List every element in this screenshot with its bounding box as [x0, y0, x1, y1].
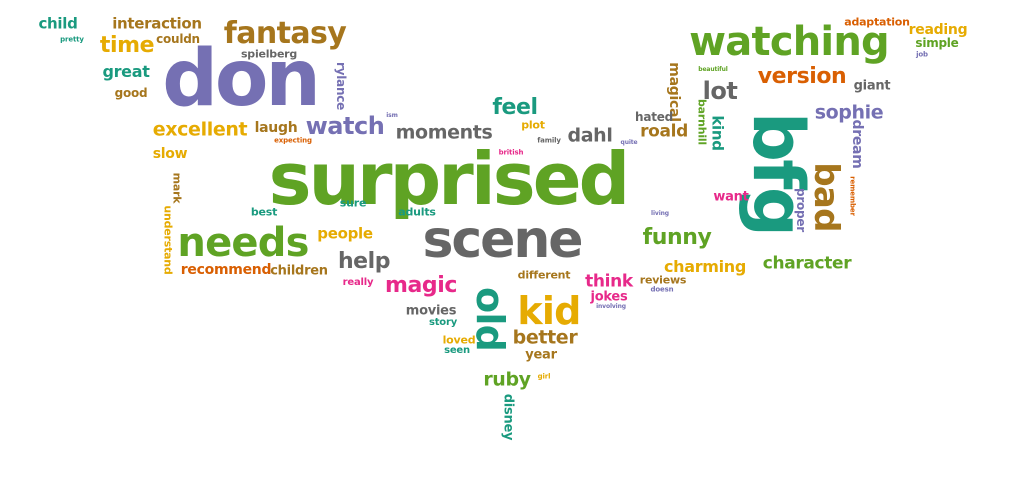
word-year: year: [525, 347, 557, 363]
word-fantasy: fantasy: [223, 16, 347, 51]
word-dream: dream: [849, 119, 865, 169]
word-british: british: [498, 148, 524, 157]
word-sure: sure: [339, 196, 367, 210]
word-job: job: [916, 50, 928, 59]
word-want: want: [713, 189, 749, 205]
word-watching: watching: [689, 19, 889, 65]
word-rylance: rylance: [334, 61, 348, 111]
word-mark: mark: [170, 172, 184, 204]
word-dahl: dahl: [567, 124, 613, 147]
word-child: child: [38, 14, 78, 33]
word-roald: roald: [640, 121, 688, 142]
word-laugh: laugh: [254, 120, 298, 136]
word-different: different: [517, 268, 571, 282]
word-plot: plot: [521, 118, 545, 132]
word-bad: bad: [806, 162, 846, 232]
word-watch: watch: [305, 112, 385, 140]
word-think: think: [585, 271, 633, 292]
word-ism: ism: [386, 112, 398, 119]
word-don: don: [162, 34, 321, 124]
word-loved: loved: [442, 333, 476, 347]
word-needs: needs: [177, 220, 309, 266]
word-family: family: [537, 136, 561, 145]
word-giant: giant: [853, 78, 891, 94]
word-magic: magic: [385, 273, 457, 298]
word-people: people: [317, 224, 373, 243]
word-funny: funny: [642, 225, 712, 250]
word-hated: hated: [635, 110, 673, 124]
word-better: better: [512, 326, 578, 349]
word-version: version: [757, 64, 847, 89]
word-recommend: recommend: [180, 262, 272, 278]
word-pretty: pretty: [60, 35, 84, 44]
word-moments: moments: [395, 121, 493, 144]
word-beautiful: beautiful: [698, 66, 728, 73]
word-quite: quite: [620, 139, 638, 146]
word-reading: reading: [908, 22, 968, 38]
word-scene: scene: [422, 210, 584, 270]
word-understand: understand: [161, 205, 175, 275]
word-simple: simple: [915, 36, 959, 50]
word-barnhill: barnhill: [695, 99, 709, 145]
word-old: old: [468, 286, 512, 352]
word-interaction: interaction: [112, 14, 202, 33]
word-good: good: [114, 86, 148, 100]
word-adults: adults: [398, 205, 436, 219]
word-surprised: surprised: [268, 137, 631, 221]
word-proper: proper: [794, 188, 808, 232]
word-ruby: ruby: [483, 368, 531, 391]
word-story: story: [428, 317, 458, 328]
word-help: help: [337, 249, 391, 274]
word-jokes: jokes: [590, 289, 628, 305]
word-girl: girl: [537, 372, 551, 381]
word-kind: kind: [708, 115, 727, 151]
word-character: character: [762, 253, 852, 274]
word-sophie: sophie: [814, 101, 884, 124]
word-seen: seen: [444, 345, 470, 356]
word-charming: charming: [663, 257, 747, 276]
word-expecting: expecting: [274, 136, 312, 145]
word-lot: lot: [702, 77, 738, 105]
word-couldn: couldn: [156, 32, 200, 46]
word-movies: movies: [405, 303, 457, 319]
word-best: best: [250, 205, 278, 219]
word-adaptation: adaptation: [844, 15, 910, 29]
word-children: children: [270, 263, 328, 279]
word-feel: feel: [492, 95, 538, 120]
word-remember: remember: [848, 176, 857, 216]
word-slow: slow: [152, 146, 188, 162]
word-great: great: [102, 62, 150, 81]
word-doesn: doesn: [650, 285, 674, 294]
word-excellent: excellent: [152, 118, 248, 141]
word-reviews: reviews: [639, 273, 687, 287]
word-time: time: [99, 33, 155, 58]
word-living: living: [651, 210, 669, 217]
word-spielberg: spielberg: [240, 47, 298, 61]
word-disney: disney: [500, 393, 516, 441]
word-really: really: [342, 277, 374, 288]
word-involving: involving: [596, 303, 626, 310]
word-kid: kid: [517, 289, 581, 333]
